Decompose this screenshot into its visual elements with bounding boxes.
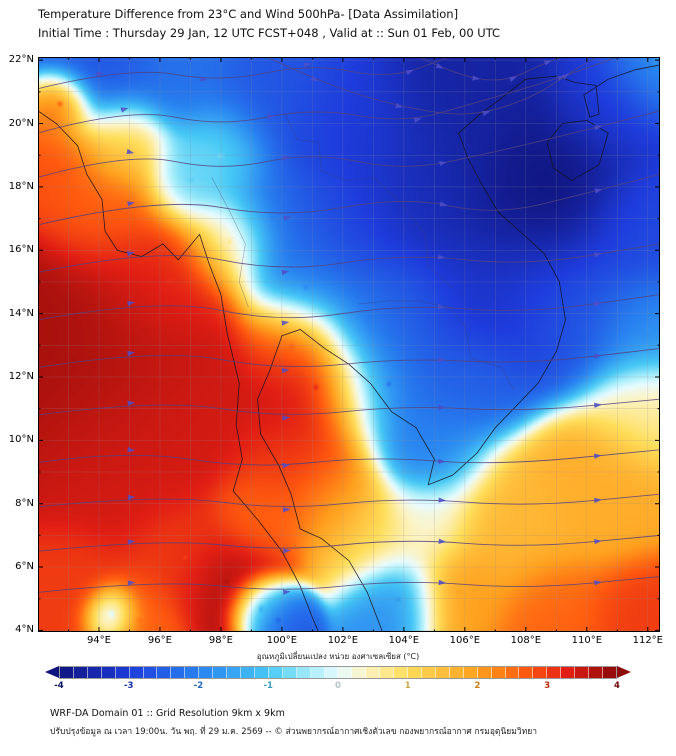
- colorbar-cell: [575, 667, 590, 678]
- colorbar-cell: [366, 667, 381, 678]
- colorbar-cell: [421, 667, 436, 678]
- colorbar-cell: [213, 667, 228, 678]
- colorbar-cell: [129, 667, 144, 678]
- colorbar-cell: [73, 667, 88, 678]
- chart-title: Temperature Difference from 23°C and Win…: [38, 7, 459, 21]
- colorbar-bar: [45, 666, 631, 679]
- colorbar-cell: [505, 667, 520, 678]
- colorbar-cell: [296, 667, 311, 678]
- colorbar-cell: [60, 667, 74, 678]
- colorbar-gradient: [59, 666, 617, 679]
- lat-tick-label: 22°N: [8, 54, 34, 66]
- lon-tick-label: 106°E: [449, 635, 481, 646]
- lon-tick-label: 100°E: [266, 635, 298, 646]
- colorbar-cell: [87, 667, 102, 678]
- colorbar-cell: [394, 667, 409, 678]
- colorbar-cell: [408, 667, 422, 678]
- colorbar-cell: [115, 667, 130, 678]
- colorbar-cell: [435, 667, 450, 678]
- colorbar-tick-label: -1: [263, 681, 273, 691]
- colorbar-label: อุณหภูมิเปลี่ยนแปลง หน่วย องศาเซลเซียส (…: [256, 652, 420, 661]
- colorbar-cell: [101, 667, 116, 678]
- colorbar-tick-label: 0: [335, 681, 341, 691]
- colorbar-tick-label: -2: [193, 681, 204, 691]
- colorbar-tick-label: 1: [404, 681, 411, 691]
- colorbar-cell: [602, 667, 616, 678]
- colorbar-cell: [561, 667, 576, 678]
- lon-tick-label: 96°E: [147, 635, 172, 646]
- colorbar-left-arrow: [45, 666, 59, 678]
- colorbar-cell: [491, 667, 506, 678]
- colorbar-tick-label: 2: [474, 681, 481, 691]
- colorbar: อุณหภูมิเปลี่ยนแปลง หน่วย องศาเซลเซียส (…: [45, 650, 631, 694]
- lat-tick-label: 10°N: [8, 434, 34, 446]
- footer-update-info: ปรับปรุงข้อมูล ณ เวลา 19:00น. วัน พฤ. ที…: [50, 727, 537, 737]
- colorbar-cell: [324, 667, 339, 678]
- lat-tick-label: 20°N: [8, 117, 34, 129]
- colorbar-cell: [199, 667, 214, 678]
- colorbar-cell: [547, 667, 562, 678]
- colorbar-cell: [227, 667, 241, 678]
- colorbar-right-arrow: [617, 666, 631, 678]
- colorbar-cell: [533, 667, 548, 678]
- lon-tick-label: 112°E: [632, 635, 663, 646]
- map-plot-area: [38, 57, 660, 632]
- colorbar-cell: [157, 667, 172, 678]
- lat-tick-label: 16°N: [8, 244, 34, 256]
- colorbar-cell: [310, 667, 325, 678]
- colorbar-cell: [380, 667, 395, 678]
- lat-tick-label: 8°N: [15, 497, 34, 509]
- colorbar-cell: [171, 667, 186, 678]
- lat-tick-label: 18°N: [8, 180, 34, 192]
- colorbar-cell: [240, 667, 255, 678]
- chart-subtitle: Initial Time : Thursday 29 Jan, 12 UTC F…: [38, 26, 501, 40]
- lat-tick-label: 6°N: [15, 561, 34, 573]
- colorbar-tick-label: 4: [614, 681, 620, 691]
- lon-tick-label: 108°E: [510, 635, 542, 646]
- colorbar-cell: [282, 667, 297, 678]
- lon-tick-label: 98°E: [208, 635, 233, 646]
- colorbar-cell: [589, 667, 603, 678]
- colorbar-tick-label: -3: [124, 681, 134, 691]
- colorbar-cell: [463, 667, 478, 678]
- colorbar-tick-label: -4: [54, 681, 64, 691]
- colorbar-cell: [352, 667, 367, 678]
- colorbar-tick-label: 3: [544, 681, 551, 691]
- colorbar-cell: [143, 667, 158, 678]
- lat-tick-label: 14°N: [8, 307, 34, 319]
- lon-tick-label: 104°E: [388, 635, 420, 646]
- colorbar-cell: [449, 667, 464, 678]
- lat-tick-label: 4°N: [15, 624, 34, 636]
- colorbar-cell: [338, 667, 353, 678]
- lon-tick-label: 110°E: [571, 635, 603, 646]
- colorbar-tick-labels: -4 -3 -2 -1 0 1 2 3 4: [54, 681, 620, 694]
- colorbar-cell: [519, 667, 534, 678]
- lon-tick-label: 94°E: [86, 635, 111, 646]
- map-canvas: [38, 57, 660, 632]
- colorbar-cell: [254, 667, 269, 678]
- colorbar-cell: [268, 667, 283, 678]
- lat-tick-label: 12°N: [8, 370, 34, 382]
- colorbar-cell: [477, 667, 492, 678]
- lon-tick-label: 102°E: [327, 635, 359, 646]
- colorbar-cell: [185, 667, 200, 678]
- footer-domain-info: WRF-DA Domain 01 :: Grid Resolution 9km …: [50, 708, 285, 719]
